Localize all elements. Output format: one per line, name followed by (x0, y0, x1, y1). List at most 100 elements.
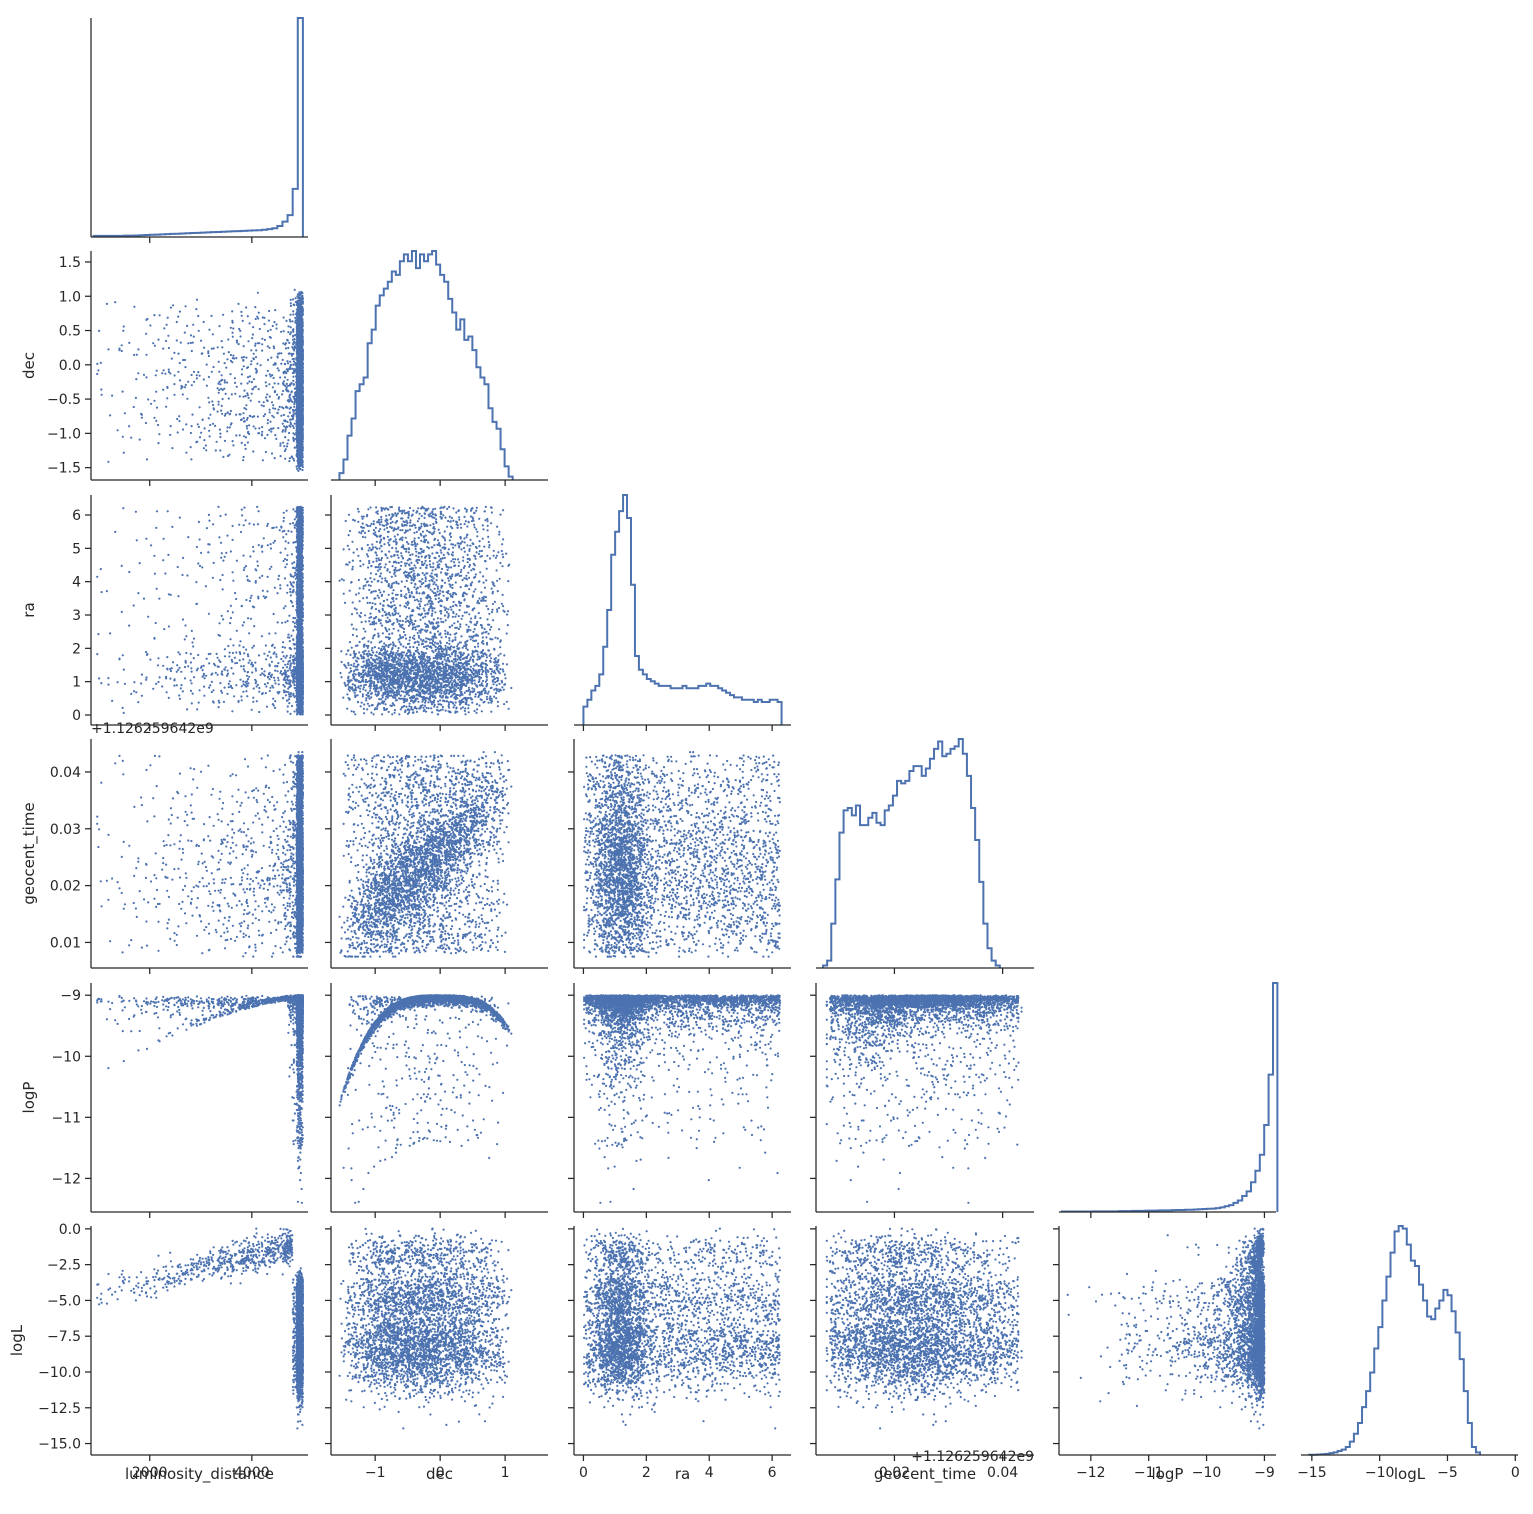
scatter-point (211, 422, 215, 425)
scatter-point (218, 389, 221, 392)
scatter-point (268, 650, 271, 654)
scatter-point (280, 330, 283, 333)
scatter-point (301, 300, 304, 303)
scatter-point (187, 380, 190, 383)
scatter-point (231, 335, 234, 338)
scatter-point (240, 382, 243, 385)
scatter-point (155, 369, 158, 372)
scatter-point (164, 372, 167, 375)
histogram-luminosity-distance (92, 17, 304, 237)
scatter-point (299, 309, 302, 312)
scatter-point (205, 674, 208, 677)
scatter-point (226, 610, 229, 613)
scatter-point (280, 352, 283, 355)
scatter-point (254, 317, 257, 321)
scatter-point (209, 684, 212, 687)
scatter-point (232, 579, 235, 582)
scatter-point (138, 438, 141, 441)
scatter-point (301, 431, 304, 434)
scatter-point (182, 358, 185, 362)
scatter-point (290, 414, 294, 418)
scatter-point (128, 341, 131, 344)
scatter-point (100, 393, 103, 396)
scatter-point (96, 575, 99, 578)
scatter-point (275, 437, 278, 440)
scatter-point (249, 596, 252, 600)
scatter-point (243, 420, 246, 423)
scatter-point (246, 695, 249, 698)
scatter-point (177, 315, 180, 318)
scatter-point (284, 605, 287, 608)
scatter-point (176, 431, 179, 434)
scatter-point (208, 401, 211, 404)
scatter-point (231, 440, 234, 443)
scatter-point (296, 372, 300, 375)
scatter-point (247, 661, 250, 664)
scatter-point (216, 410, 219, 413)
scatter-point (191, 341, 194, 344)
scatter-point (299, 298, 302, 301)
scatter-point (221, 670, 224, 673)
scatter-point (120, 349, 123, 353)
scatter-point (241, 319, 244, 322)
scatter-point (228, 426, 231, 429)
scatter-point (299, 322, 302, 325)
scatter-point (150, 402, 153, 405)
scatter-point (270, 356, 273, 359)
scatter-point (235, 413, 238, 416)
scatter-point (301, 313, 304, 316)
scatter-point (246, 427, 249, 430)
scatter-point (292, 313, 295, 316)
scatter-point (156, 423, 160, 427)
scatter-point (281, 422, 284, 425)
scatter-point (186, 324, 189, 327)
scatter-point (244, 395, 247, 398)
scatter-point (285, 405, 288, 408)
scatter-point (242, 412, 245, 415)
scatter-point (167, 696, 170, 700)
scatter-point (183, 358, 187, 362)
scatter-point (98, 677, 101, 680)
scatter-point (121, 435, 124, 438)
scatter-point (231, 524, 234, 528)
scatter-point (231, 321, 234, 324)
scatter-point (268, 408, 271, 411)
scatter-point (123, 682, 126, 685)
scatter-point (107, 348, 110, 351)
scatter-point (288, 411, 291, 414)
scatter-point (239, 530, 243, 534)
scatter-point (293, 401, 296, 404)
scatter-point (259, 364, 262, 367)
scatter-point (197, 520, 200, 524)
scatter-point (120, 344, 123, 347)
scatter-point (203, 346, 206, 349)
scatter-point (301, 355, 304, 358)
scatter-point (226, 426, 229, 429)
scatter-point (280, 362, 283, 365)
scatter-point (282, 666, 285, 669)
scatter-point (165, 405, 168, 408)
scatter-point (298, 311, 301, 314)
scatter-point (212, 347, 215, 350)
scatter-point (281, 651, 284, 654)
scatter-point (301, 468, 304, 472)
scatter-point (295, 332, 299, 335)
scatter-point (299, 402, 303, 405)
scatter-point (284, 342, 288, 345)
scatter-point (292, 371, 295, 374)
scatter-point (289, 302, 292, 305)
scatter-point (107, 683, 110, 686)
scatter-point (285, 654, 288, 658)
scatter-point (140, 412, 143, 415)
scatter-point (212, 523, 215, 526)
scatter-point (295, 352, 299, 356)
scatter-point (293, 446, 296, 449)
scatter-point (242, 554, 245, 557)
scatter-point (155, 406, 159, 409)
scatter-point (218, 370, 221, 373)
scatter-point (223, 379, 226, 382)
scatter-point (301, 404, 304, 407)
scatter-point (184, 366, 187, 369)
scatter-point (250, 594, 253, 597)
scatter-point (178, 516, 181, 519)
